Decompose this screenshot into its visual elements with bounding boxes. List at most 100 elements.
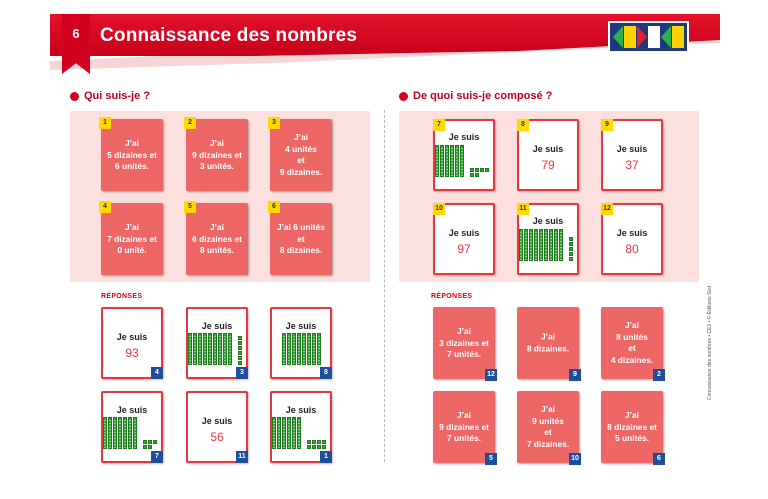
card-number-badge: 2 [184, 117, 196, 129]
answer-card[interactable]: Je suis 93 4 [101, 307, 163, 379]
ten-rod-icon [292, 417, 296, 449]
card-text: J’ai 8 dizaines et 5 unités. [601, 410, 663, 445]
answer-key-badge: 7 [151, 451, 163, 463]
unit-cube-icon [569, 237, 573, 241]
unit-cube-icon [317, 445, 321, 449]
ten-rod-icon [118, 417, 122, 449]
answer-card[interactable]: J’ai 8 unités et 4 dizaines. 2 [601, 307, 665, 381]
card-text: J’ai 8 unités et 4 dizaines. [601, 320, 663, 366]
answer-card[interactable]: J’ai 9 unités et 7 dizaines. 10 [517, 391, 581, 465]
card-text-line: J’ai [294, 132, 308, 142]
ten-rod-icon [203, 333, 207, 365]
card-text-line: 7 dizaines et [107, 233, 157, 244]
je-suis-label: Je suis [285, 321, 317, 331]
answer-card[interactable]: Je suis 1 [270, 391, 332, 463]
answer-card[interactable]: Je suis 7 [101, 391, 163, 463]
bullet-icon [70, 91, 79, 101]
unit-cube-icon [485, 168, 489, 172]
reponses-label-left: RÉPONSES [101, 293, 143, 300]
ten-rod-icon [445, 145, 449, 177]
base-ten-blocks [272, 333, 330, 365]
card-number-badge: 11 [517, 203, 529, 215]
card-text-line: J’ai [210, 137, 224, 148]
unit-cube-icon [312, 445, 316, 449]
card-text: J’ai 3 dizaines et 7 unités. [433, 326, 495, 361]
ten-rod-icon [519, 229, 523, 261]
unit-cube-icon [148, 445, 152, 449]
ten-rod-icon [223, 333, 227, 365]
ten-rod-icon [440, 145, 444, 177]
puzzle-card[interactable]: 5 J’ai 6 dizaines et 8 unités. [184, 201, 248, 275]
card-text-line: J’ai [457, 325, 471, 336]
reponses-label-right: RÉPONSES [431, 293, 473, 300]
tens-rods [272, 417, 301, 449]
card-text-line: 9 unités [532, 415, 564, 426]
answer-card[interactable]: J’ai 8 dizaines. 9 [517, 307, 581, 381]
unit-cube-icon [322, 445, 326, 449]
je-suis-label: Je suis [616, 228, 648, 238]
ten-rod-icon [281, 333, 286, 365]
je-suis-label: Je suis [616, 144, 648, 154]
answer-key-badge: 1 [320, 451, 332, 463]
unit-cube-icon [317, 440, 321, 444]
card-text: J’ai 8 dizaines. [517, 332, 579, 355]
unit-cube-icon [143, 445, 147, 449]
tens-rods [103, 417, 137, 449]
ten-rod-icon [133, 417, 137, 449]
card-number-badge: 6 [268, 201, 280, 213]
card-text: J’ai 4 unités et 9 dizaines. [270, 132, 332, 178]
answer-card[interactable]: J’ai 8 dizaines et 5 unités. 6 [601, 391, 665, 465]
answer-card[interactable]: Je suis 8 [270, 307, 332, 379]
answer-card[interactable]: J’ai 3 dizaines et 7 unités. 12 [433, 307, 497, 381]
tens-rods [281, 333, 321, 365]
card-text: J’ai 9 dizaines et 3 unités. [186, 138, 248, 173]
puzzle-card[interactable]: 10 Je suis 97 [433, 203, 495, 275]
answer-key-badge: 10 [569, 453, 581, 465]
puzzle-card[interactable]: 2 J’ai 9 dizaines et 3 unités. [184, 117, 248, 191]
card-number-badge: 10 [433, 203, 445, 215]
base-ten-blocks [188, 333, 246, 365]
unit-cube-icon [148, 440, 152, 444]
card-number-badge: 3 [268, 117, 280, 129]
puzzle-card[interactable]: 8 Je suis 79 [517, 119, 579, 191]
card-text-line: et [297, 155, 305, 165]
puzzle-card[interactable]: 12 Je suis 80 [601, 203, 663, 275]
unit-cube-icon [569, 242, 573, 246]
unit-cube-icon [238, 356, 242, 360]
je-suis-label: Je suis [201, 321, 233, 331]
card-text-line: 6 dizaines et [192, 233, 242, 244]
puzzle-card[interactable]: 9 Je suis 37 [601, 119, 663, 191]
puzzle-card[interactable]: 7 Je suis [433, 119, 495, 191]
card-text-line: J’ai [125, 137, 139, 148]
answer-card[interactable]: Je suis 56 11 [186, 391, 248, 463]
ten-rod-icon [460, 145, 464, 177]
answer-card[interactable]: J’ai 9 dizaines et 7 unités. 5 [433, 391, 497, 465]
puzzle-card[interactable]: 6 J’ai 6 unités et 8 dizaines. [268, 201, 332, 275]
unit-cube-icon [307, 440, 311, 444]
puzzle-card[interactable]: 11 Je suis [517, 203, 579, 275]
unit-cube-icon [238, 351, 242, 355]
puzzle-card[interactable]: 4 J’ai 7 dizaines et 0 unité. [99, 201, 163, 275]
je-suis-label: Je suis [201, 416, 233, 426]
section-title-right: De quoi suis-je composé ? [399, 90, 552, 102]
card-number-badge: 1 [99, 117, 111, 129]
unit-cube-icon [470, 173, 474, 177]
puzzle-card[interactable]: 3 J’ai 4 unités et 9 dizaines. [268, 117, 332, 191]
card-number-badge: 7 [433, 119, 445, 131]
card-text-line: J’ai [541, 331, 555, 342]
ten-rod-icon [198, 333, 202, 365]
je-suis-label: Je suis [448, 132, 480, 142]
answer-card[interactable]: Je suis 3 [186, 307, 248, 379]
answer-key-badge: 12 [485, 369, 497, 381]
unit-cube-icon [470, 168, 474, 172]
ten-rod-icon [193, 333, 197, 365]
card-text-line: 8 dizaines et [607, 421, 657, 432]
puzzle-card[interactable]: 1 J’ai 5 dizaines et 6 unités. [99, 117, 163, 191]
card-text-line: 8 dizaines. [279, 244, 323, 255]
card-text-line: J’ai [457, 409, 471, 420]
unit-cube-icon [480, 168, 484, 172]
bullet-icon [399, 91, 408, 101]
ten-rod-icon [108, 417, 112, 449]
card-text-line: 3 unités. [200, 160, 234, 171]
